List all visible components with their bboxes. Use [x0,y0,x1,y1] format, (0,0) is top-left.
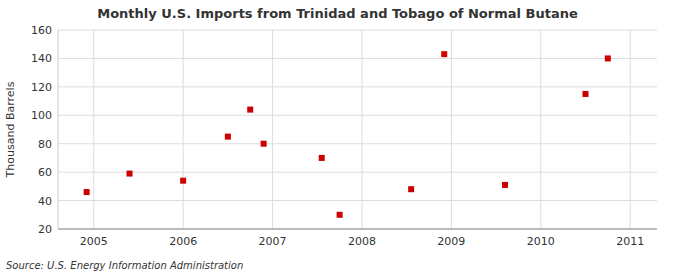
y-tick-label: 100 [31,109,52,122]
point [319,155,325,161]
y-grid-line [58,143,657,144]
y-tick-label: 140 [31,52,52,65]
y-tick-label: 160 [31,24,52,37]
x-grid-line [630,30,631,229]
y-grid-line [58,172,657,173]
x-grid-line [451,30,452,229]
point [247,107,253,113]
point [225,134,231,140]
chart-svg: Monthly U.S. Imports from Trinidad and T… [0,0,675,275]
chart-container: Monthly U.S. Imports from Trinidad and T… [0,0,675,275]
source: Source: U.S. Energy Information Administ… [6,260,243,271]
x-tick-label: 2006 [169,235,197,248]
y-tick-label: 120 [31,81,52,94]
y-grid-line [58,86,657,87]
x-tick-label: 2009 [437,235,465,248]
point [502,182,508,188]
point [180,178,186,184]
point [408,186,414,192]
x-tick-label: 2005 [80,235,108,248]
x-tick-label: 2008 [348,235,376,248]
y-axis-label: Thousand Barrels [4,81,17,178]
y-grid-line [58,115,657,116]
y-tick-label: 60 [38,166,52,179]
y-tick-label: 80 [38,138,52,151]
point [127,171,133,177]
x-grid-line [361,30,362,229]
x-grid-line [540,30,541,229]
y-tick-label: 20 [38,223,52,236]
point [337,212,343,218]
point [582,91,588,97]
x-grid-line [272,30,273,229]
x-tick-label: 2011 [616,235,644,248]
y-grid-line [58,229,657,230]
y-axis-line [58,30,59,229]
title: Monthly U.S. Imports from Trinidad and T… [97,6,578,21]
x-axis-line [58,229,657,230]
y-grid-line [58,58,657,59]
grid [58,30,657,229]
y-tick-label: 40 [38,195,52,208]
x-grid-line [183,30,184,229]
x-tick-label: 2007 [259,235,287,248]
point [84,189,90,195]
y-grid-line [58,30,657,31]
point [605,55,611,61]
x-tick-label: 2010 [527,235,555,248]
point [261,141,267,147]
x-grid-line [93,30,94,229]
point [441,51,447,57]
y-grid-line [58,200,657,201]
points [84,51,611,218]
